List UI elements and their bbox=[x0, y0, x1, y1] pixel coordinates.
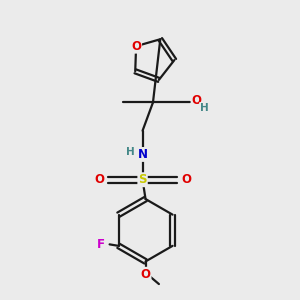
Text: O: O bbox=[192, 94, 202, 107]
Text: H: H bbox=[200, 103, 209, 113]
Text: F: F bbox=[97, 238, 105, 251]
Text: O: O bbox=[94, 173, 104, 186]
Text: O: O bbox=[131, 40, 141, 53]
Text: O: O bbox=[140, 268, 151, 281]
Text: H: H bbox=[126, 147, 134, 157]
Text: N: N bbox=[138, 148, 148, 161]
Text: O: O bbox=[181, 173, 191, 186]
Text: S: S bbox=[138, 173, 147, 186]
